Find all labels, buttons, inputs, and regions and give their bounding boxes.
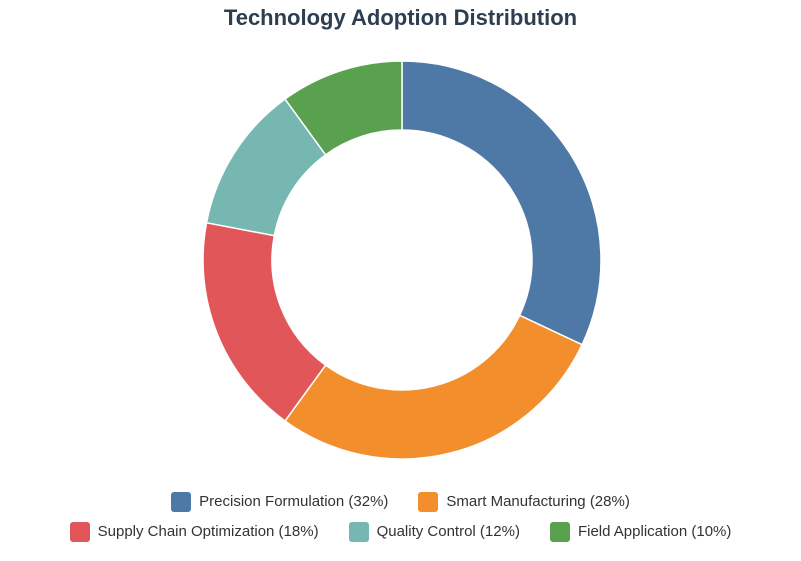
legend-swatch: [348, 522, 369, 542]
legend-item-quality-control[interactable]: Quality Control (12%): [348, 522, 520, 542]
chart-title: Technology Adoption Distribution: [223, 5, 578, 30]
donut-slice-1[interactable]: [283, 314, 584, 460]
legend-item-field-application[interactable]: Field Application (10%): [549, 522, 732, 542]
legend-row-2: Supply Chain Optimization (18%) Quality …: [69, 522, 732, 542]
legend-swatch: [549, 522, 570, 542]
legend-label: Precision Formulation (32%): [199, 493, 389, 510]
legend-item-precision-formulation[interactable]: Precision Formulation (32%): [171, 492, 388, 512]
legend-item-smart-manufacturing[interactable]: Smart Manufacturing (28%): [418, 492, 630, 512]
legend-label: Supply Chain Optimization (18%): [97, 523, 319, 540]
legend-label: Smart Manufacturing (28%): [446, 493, 630, 510]
donut-slice-4[interactable]: [283, 60, 403, 156]
donut-slice-2[interactable]: [202, 221, 327, 423]
legend-swatch: [171, 492, 192, 512]
legend-item-supply-chain-optimization[interactable]: Supply Chain Optimization (18%): [69, 522, 319, 542]
legend-swatch: [418, 492, 439, 512]
legend-swatch: [69, 522, 90, 542]
legend-label: Quality Control (12%): [376, 523, 520, 540]
donut-slices: [202, 60, 602, 460]
legend-row-1: Precision Formulation (32%) Smart Manufa…: [171, 492, 630, 512]
donut-slice-0[interactable]: [401, 60, 602, 346]
legend-label: Field Application (10%): [577, 523, 732, 540]
chart-legend: Precision Formulation (32%) Smart Manufa…: [0, 492, 801, 542]
